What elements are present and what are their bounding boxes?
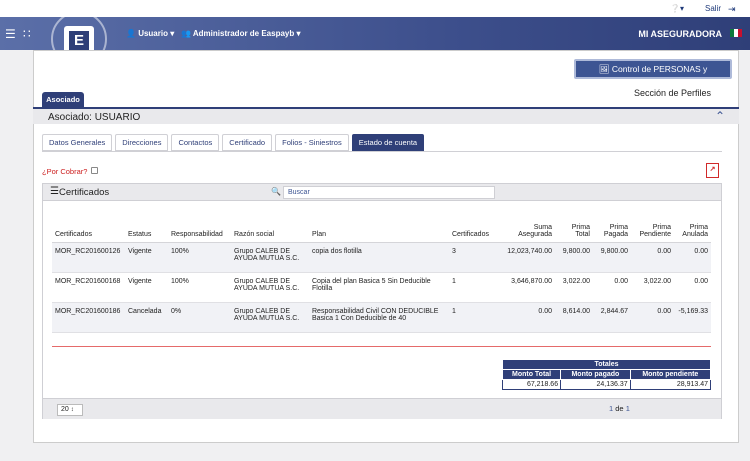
certificados-table: Certificados Estatus Responsabilidad Raz… [52, 212, 711, 333]
red-divider [52, 346, 711, 347]
certificados-grid: ☰ Certificados 🔍 Buscar Certificados Est… [42, 183, 722, 419]
cell-estatus: Vigente [125, 272, 168, 303]
cell-plan: Responsabilidad Civil CON DEDUCIBLE Basi… [309, 302, 449, 333]
cell-pendiente: 3,022.00 [631, 272, 674, 303]
cell-razon: Grupo CALEB DE AYUDA MUTUA S.C. [231, 302, 309, 333]
cell-plan: copia dos flotilla [309, 242, 449, 273]
hamburger-menu-icon[interactable]: ☰ [5, 27, 16, 41]
cell-plan: Copia del plan Basica 5 Sin Deducible Fl… [309, 272, 449, 303]
col-prima-anulada[interactable]: Prima Anulada [674, 212, 711, 243]
grid-footer: 20 ↕ 1 de 1 [43, 398, 721, 419]
usuario-menu[interactable]: 👤 Usuario ▾ [126, 29, 175, 38]
por-cobrar-label: ¿Por Cobrar? [42, 167, 88, 176]
apps-grid-icon[interactable]: ∷ [23, 27, 31, 41]
help-icon[interactable]: ❔▾ [670, 4, 684, 13]
tab-estado-de-cuenta[interactable]: Estado de cuenta [351, 134, 425, 151]
cell-total: 8,614.00 [555, 302, 593, 333]
tab-contactos[interactable]: Contactos [171, 134, 220, 151]
tab-bar: Datos Generales Direcciones Contactos Ce… [42, 134, 427, 151]
cell-pagada: 2,844.67 [593, 302, 631, 333]
cell-suma: 12,023,740.00 [497, 242, 555, 273]
cell-cert: MOR_RC201600168 [52, 272, 125, 303]
col-responsabilidad[interactable]: Responsabilidad [168, 212, 231, 243]
cell-pendiente: 0.00 [631, 242, 674, 273]
por-cobrar-checkbox[interactable] [91, 167, 98, 174]
tab-direcciones[interactable]: Direcciones [115, 134, 169, 151]
top-strip: ❔▾ Salir ⇥ [0, 0, 750, 17]
cell-ncert: 1 [449, 272, 497, 303]
list-icon: ☰ [50, 186, 59, 197]
grid-header: ☰ Certificados 🔍 Buscar [43, 184, 721, 201]
cell-resp: 100% [168, 272, 231, 303]
top-navbar: ☰ ∷ E 👤 Usuario ▾ 👥 Administrador de Eas… [0, 11, 750, 67]
page-of-label: de [615, 404, 624, 413]
page-total-link[interactable]: 1 [625, 404, 630, 413]
tab-certificado[interactable]: Certificado [222, 134, 273, 151]
panel-label: Asociado: USUARIO [48, 112, 141, 123]
page-size-select[interactable]: 20 ↕ [57, 404, 83, 416]
admin-menu[interactable]: 👥 Administrador de Easpayb ▾ [181, 29, 301, 38]
cell-estatus: Vigente [125, 242, 168, 273]
mexico-flag-icon[interactable] [730, 29, 742, 37]
cell-anulada: 0.00 [674, 272, 711, 303]
col-estatus[interactable]: Estatus [125, 212, 168, 243]
pdf-export-icon[interactable]: ↗ [706, 163, 719, 178]
cell-estatus: Cancelada [125, 302, 168, 333]
cell-ncert: 3 [449, 242, 497, 273]
col-suma-asegurada[interactable]: Suma Asegurada [497, 212, 555, 243]
totales-header-monto-total: Monto Total [501, 369, 562, 380]
col-prima-pagada[interactable]: Prima Pagada [593, 212, 631, 243]
totales-title: Totales [502, 359, 711, 370]
search-input[interactable]: Buscar [283, 186, 495, 199]
col-prima-pendiente[interactable]: Prima Pendiente [631, 212, 674, 243]
chevron-up-icon[interactable]: ⌃ [714, 109, 725, 123]
cell-pagada: 0.00 [593, 272, 631, 303]
cell-anulada: -5,169.33 [674, 302, 711, 333]
totales-header-monto-pendiente: Monto pendiente [629, 369, 712, 380]
logout-icon[interactable]: ⇥ [728, 4, 736, 14]
cell-anulada: 0.00 [674, 242, 711, 273]
cell-suma: 0.00 [497, 302, 555, 333]
cell-cert: MOR_RC201600186 [52, 302, 125, 333]
cell-ncert: 1 [449, 302, 497, 333]
cell-razon: Grupo CALEB DE AYUDA MUTUA S.C. [231, 242, 309, 273]
totales-monto-pendiente: 28,913.47 [629, 379, 712, 390]
cell-suma: 3,646,870.00 [497, 272, 555, 303]
tab-datos-generales[interactable]: Datos Generales [42, 134, 113, 151]
cell-resp: 0% [168, 302, 231, 333]
chevron-updown-icon: ↕ [70, 407, 74, 413]
search-icon: 🔍 [271, 187, 281, 196]
cell-razon: Grupo CALEB DE AYUDA MUTUA S.C. [231, 272, 309, 303]
asociado-panel-header: Asociado: USUARIO ⌃ [33, 107, 739, 124]
col-plan[interactable]: Plan [309, 212, 449, 243]
control-personas-button[interactable]: 🖼 Control de PERSONAS y RELACIONES [574, 59, 732, 90]
totales-header-monto-pagado: Monto pagado [560, 369, 631, 380]
cell-total: 3,022.00 [555, 272, 593, 303]
tab-divider [42, 151, 722, 152]
col-certificados[interactable]: Certificados [52, 212, 125, 243]
cell-pendiente: 0.00 [631, 302, 674, 333]
cell-pagada: 9,800.00 [593, 242, 631, 273]
totales-table: Totales Monto Total Monto pagado Monto p… [501, 359, 712, 390]
cell-cert: MOR_RC201600126 [52, 242, 125, 273]
tab-folios-siniestros[interactable]: Folios - Siniestros [275, 134, 349, 151]
col-razon-social[interactable]: Razón social [231, 212, 309, 243]
totales-monto-total: 67,218.66 [501, 379, 562, 390]
exit-link[interactable]: Salir [705, 4, 722, 13]
page-current-link[interactable]: 1 [609, 404, 614, 413]
cell-resp: 100% [168, 242, 231, 273]
asociado-tab[interactable]: Asociado [42, 92, 84, 107]
table-row[interactable]: MOR_RC201600168 Vigente 100% Grupo CALEB… [52, 272, 711, 303]
cell-total: 9,800.00 [555, 242, 593, 273]
table-row[interactable]: MOR_RC201600186 Cancelada 0% Grupo CALEB… [52, 302, 711, 333]
section-title: Sección de Perfiles [634, 88, 712, 98]
table-row[interactable]: MOR_RC201600126 Vigente 100% Grupo CALEB… [52, 242, 711, 273]
pagination-info: 1 de 1 [609, 404, 630, 413]
col-prima-total[interactable]: Prima Total [555, 212, 593, 243]
totales-monto-pagado: 24,136.37 [560, 379, 631, 390]
company-name: MI ASEGURADORA [638, 29, 722, 39]
grid-title: Certificados [59, 187, 110, 198]
table-header-row: Certificados Estatus Responsabilidad Raz… [52, 212, 711, 243]
col-num-certificados[interactable]: Certificados [449, 212, 497, 243]
